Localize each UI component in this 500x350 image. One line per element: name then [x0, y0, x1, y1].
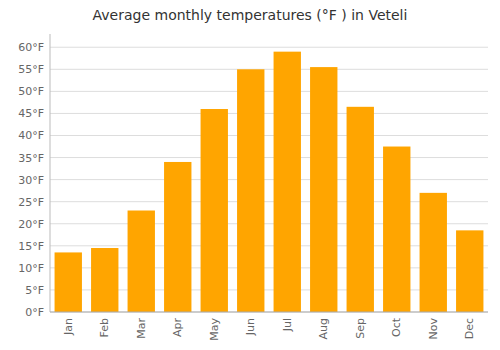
title: Average monthly temperatures (°F ) in Ve… — [93, 7, 408, 23]
grid-line — [50, 135, 488, 136]
y-tick-label: 40°F — [18, 129, 44, 142]
bar — [420, 193, 447, 312]
y-tick-label: 10°F — [18, 262, 44, 275]
y-tick-label: 50°F — [18, 85, 44, 98]
bar — [201, 109, 228, 312]
y-tick-label: 15°F — [18, 240, 44, 253]
y-tick-label: 60°F — [18, 41, 44, 54]
x-tick-label: Jun — [244, 318, 257, 336]
y-tick-label: 5°F — [25, 284, 44, 297]
y-axis-line — [50, 34, 51, 312]
chart-svg: Average monthly temperatures (°F ) in Ve… — [0, 0, 500, 350]
x-tick-label: Aug — [317, 318, 330, 339]
x-tick-label: Jul — [281, 318, 294, 332]
bar — [128, 211, 155, 312]
y-tick-label: 25°F — [18, 196, 44, 209]
bar — [383, 147, 410, 312]
grid-line — [50, 91, 488, 92]
y-tick-label: 45°F — [18, 107, 44, 120]
x-tick-label: Mar — [135, 318, 148, 339]
x-tick-label: Jan — [62, 318, 75, 336]
bar — [55, 252, 82, 312]
grid-line — [50, 312, 488, 313]
bar — [237, 69, 264, 312]
y-tick-label: 20°F — [18, 218, 44, 231]
y-tick-label: 0°F — [25, 306, 44, 319]
grid-line — [50, 47, 488, 48]
x-axis-line — [50, 312, 488, 313]
x-tick-label: Sep — [354, 318, 367, 339]
x-tick-label: Dec — [463, 318, 476, 339]
y-tick-label: 35°F — [18, 152, 44, 165]
x-axis: Jan Feb Mar Apr May Jun Jul Aug Sep Oct Nov Dec — [62, 317, 477, 340]
x-tick-label: Apr — [171, 318, 184, 338]
y-tick-label: 30°F — [18, 174, 44, 187]
x-tick-label: Oct — [390, 317, 403, 337]
y-axis: 0°F 5°F 10°F 15°F 20°F 25°F 30°F 35°F 40°F 45°F 50… — [18, 41, 488, 319]
x-tick-label: Nov — [427, 318, 440, 340]
x-tick-label: May — [208, 318, 221, 341]
bar — [91, 248, 118, 312]
chart-container: Average monthly temperatures (°F ) in Ve… — [0, 0, 500, 350]
bar — [164, 162, 191, 312]
bar — [310, 67, 337, 312]
bars — [55, 52, 484, 312]
bar — [274, 52, 301, 312]
grid-line — [50, 113, 488, 114]
bar — [347, 107, 374, 312]
bar — [456, 230, 483, 312]
grid-line — [50, 157, 488, 158]
grid-line — [50, 69, 488, 70]
x-tick-label: Feb — [98, 318, 111, 337]
y-tick-label: 55°F — [18, 63, 44, 76]
grid-line — [50, 179, 488, 180]
